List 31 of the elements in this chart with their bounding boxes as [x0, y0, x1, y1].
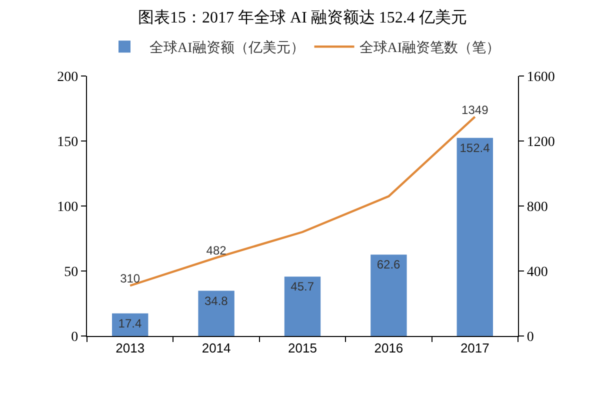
- y-tick-label: 0: [71, 330, 78, 345]
- bar: [456, 138, 493, 336]
- legend-label: 全球AI融资额（亿美元）: [150, 40, 304, 56]
- x-tick-label: 2013: [116, 340, 145, 356]
- y-tick-label: 50: [64, 264, 78, 280]
- data-label: 62.6: [376, 258, 401, 272]
- data-label: 45.7: [290, 280, 314, 294]
- x-tick-label: 2016: [374, 340, 404, 356]
- bar: [284, 276, 321, 336]
- bar: [112, 313, 148, 336]
- x-tick-label: 2014: [202, 340, 231, 356]
- data-label: 310: [120, 272, 140, 286]
- y2-tick-label: 800: [526, 200, 548, 215]
- x-tick-label: 2015: [288, 340, 317, 356]
- x-tick-label: 2017: [460, 340, 490, 356]
- data-label: 1349: [462, 102, 489, 117]
- y2-tick-label: 400: [526, 264, 548, 280]
- y2-tick-label: 1200: [526, 134, 555, 150]
- bar: [370, 254, 407, 336]
- data-label: 17.4: [118, 316, 142, 330]
- chart-title: 图表15：2017 年全球 AI 融资额达 152.4 亿美元: [138, 8, 467, 27]
- y-tick-label: 150: [57, 134, 78, 150]
- data-label: 482: [206, 244, 227, 258]
- y-tick-label: 100: [57, 200, 78, 215]
- bar: [198, 290, 234, 336]
- y2-tick-label: 1600: [526, 70, 555, 85]
- data-label: 34.8: [204, 294, 228, 308]
- data-label: 152.4: [460, 140, 490, 155]
- y-tick-label: 200: [57, 70, 78, 85]
- legend-label: 全球AI融资笔数（笔）: [359, 40, 500, 56]
- y2-tick-label: 0: [526, 330, 534, 345]
